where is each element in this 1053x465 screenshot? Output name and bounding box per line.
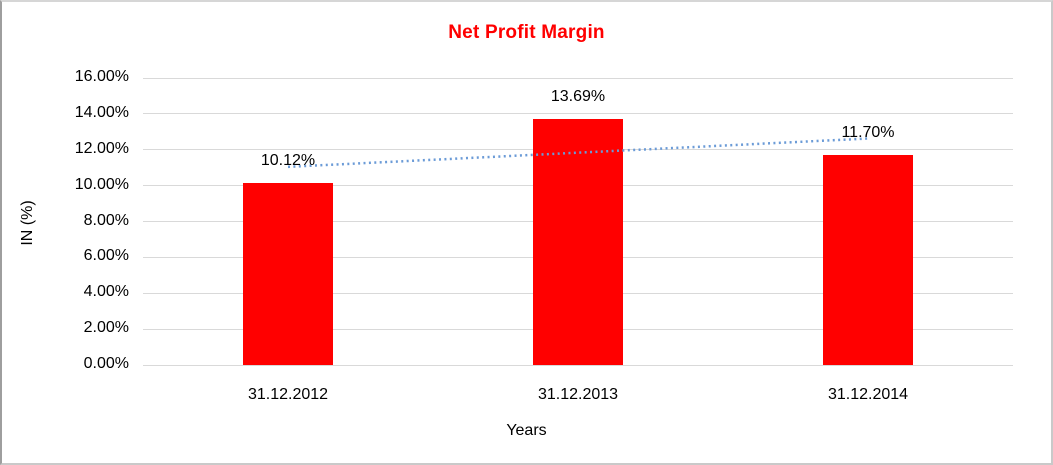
y-tick-label: 12.00% — [74, 139, 129, 157]
gridline — [143, 364, 1013, 366]
bar-31.12.2013 — [533, 119, 623, 365]
x-tick-label: 31.12.2014 — [827, 386, 909, 403]
x-axis-title: Years — [506, 422, 547, 439]
gridline — [143, 77, 1013, 79]
data-label-31.12.2012: 10.12% — [260, 152, 316, 170]
y-tick-label: 4.00% — [83, 283, 129, 301]
bar-31.12.2012 — [243, 183, 333, 365]
bar-31.12.2014 — [823, 155, 913, 365]
data-label-31.12.2014: 11.70% — [841, 124, 895, 142]
x-tick-label: 31.12.2013 — [537, 386, 619, 403]
y-tick-label: 0.00% — [83, 355, 129, 372]
y-tick-label: 6.00% — [83, 247, 129, 265]
y-tick-label: 8.00% — [83, 211, 129, 229]
chart-title: Net Profit Margin — [448, 22, 605, 43]
x-tick-label: 31.12.2012 — [247, 386, 329, 403]
y-tick-label: 14.00% — [74, 103, 129, 121]
y-tick-label: 10.00% — [74, 175, 129, 193]
gridline — [143, 113, 1013, 115]
data-label-31.12.2013: 13.69% — [550, 88, 606, 106]
y-tick-label: 2.00% — [83, 319, 129, 337]
y-tick-label: 16.00% — [74, 68, 129, 85]
